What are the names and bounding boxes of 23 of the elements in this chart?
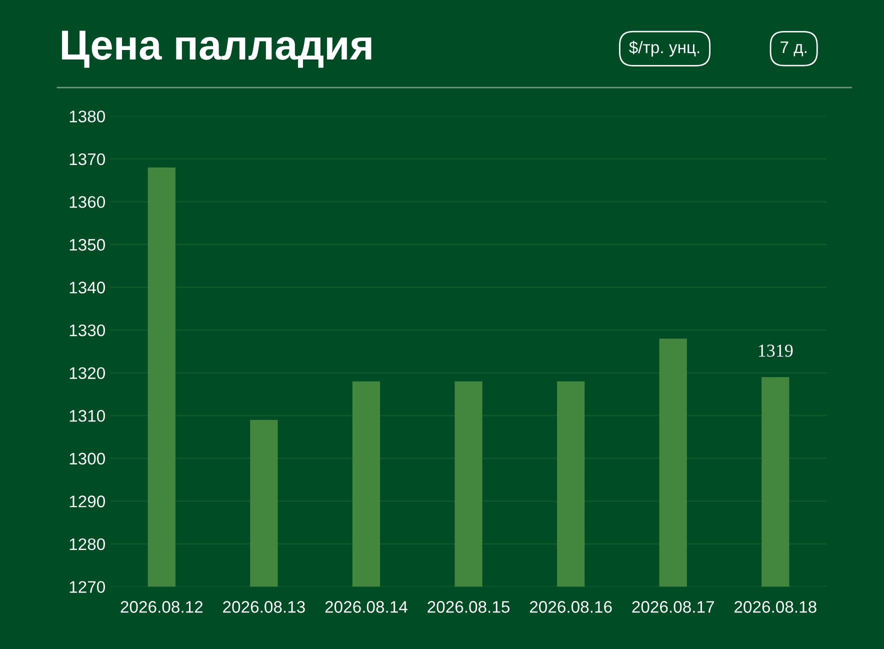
text: $/тр. унц. (629, 40, 700, 57)
y-tick-label: 1270 (70, 581, 105, 593)
y-tick-label: 1330 (70, 324, 105, 336)
y-tick-label: 1380 (70, 110, 105, 122)
x-tick-label: 2026.08.14 (325, 601, 408, 613)
y-tick-label: 1360 (70, 196, 105, 208)
y-tick-label: 1350 (70, 238, 105, 251)
text: 7 д. (780, 42, 806, 56)
x-tick-label: 2026.08.15 (428, 601, 510, 613)
x-tick-label: 2026.08.16 (530, 601, 612, 613)
x-tick-label: 2026.08.18 (734, 601, 816, 613)
chart-title: Цена палладия (62, 30, 372, 68)
y-tick-label: 1320 (70, 367, 105, 380)
y-tick-label: 1290 (70, 496, 105, 508)
x-tick-label: 2026.08.17 (632, 601, 714, 613)
y-tick-label: 1370 (70, 153, 105, 166)
y-tick-label: 1300 (70, 452, 105, 465)
data-label: 1319 (758, 344, 793, 357)
x-tick-label: 2026.08.12 (120, 601, 203, 613)
y-tick-label: 1340 (70, 282, 105, 294)
x-tick-label: 2026.08.13 (223, 601, 305, 613)
y-tick-label: 1310 (70, 410, 105, 422)
y-tick-label: 1280 (70, 538, 105, 550)
